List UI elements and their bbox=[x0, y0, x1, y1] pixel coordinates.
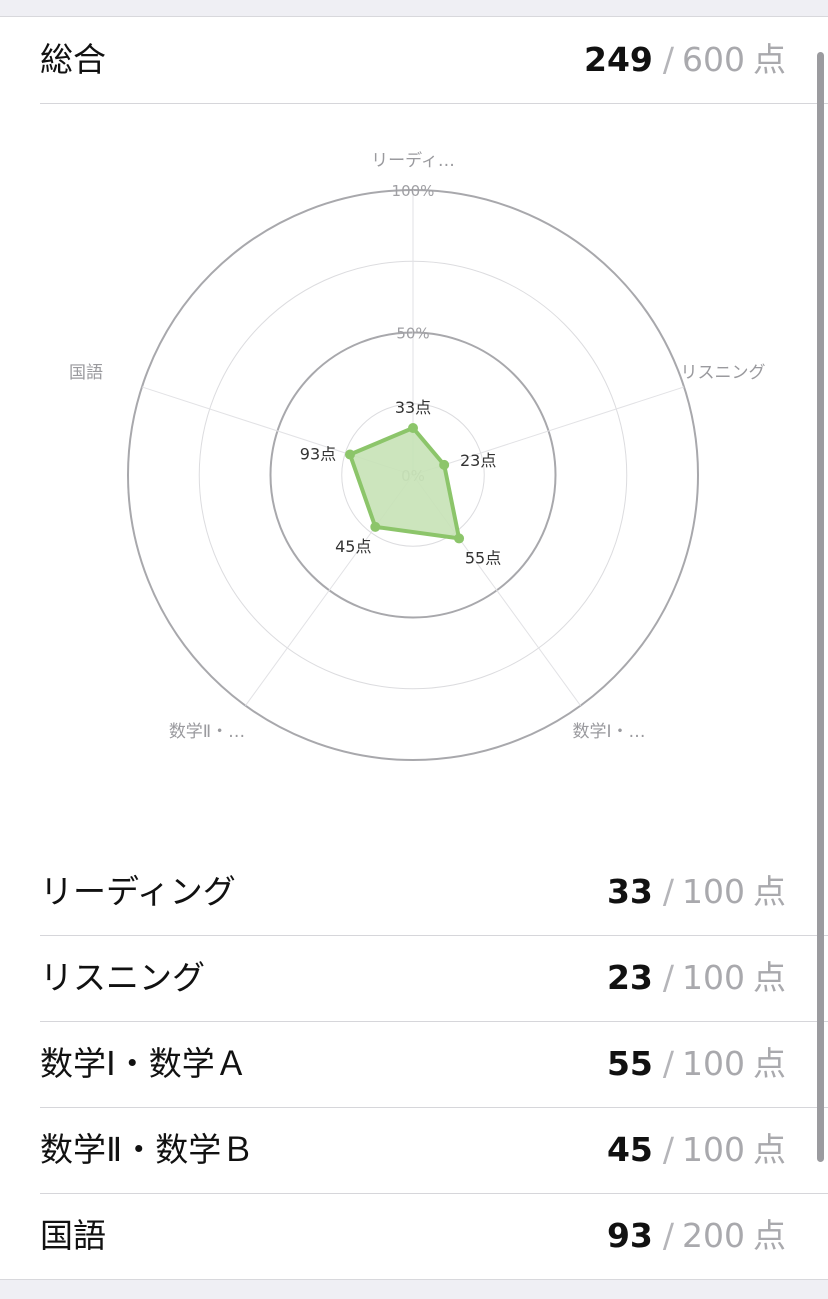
radar-data-label: 23点 bbox=[460, 451, 496, 470]
subject-label: 数学Ⅰ・数学Ａ bbox=[40, 1044, 248, 1083]
total-label: 総合 bbox=[40, 40, 106, 79]
subject-score-unit: 点 bbox=[753, 1130, 786, 1169]
subject-score-separator: / bbox=[662, 1044, 674, 1083]
radar-scale-label: 100% bbox=[392, 182, 435, 200]
total-score: 249/600 点 bbox=[584, 17, 786, 103]
subject-row-math2b[interactable]: 数学Ⅱ・数学Ｂ 45/100 点 bbox=[40, 1107, 828, 1194]
subject-row-listening[interactable]: リスニング 23/100 点 bbox=[40, 935, 828, 1022]
radar-axis-label: 数学Ⅱ・… bbox=[169, 722, 245, 742]
subject-score-max: 100 bbox=[682, 1130, 745, 1169]
total-score-max: 600 bbox=[682, 40, 745, 79]
subject-score-value: 33 bbox=[606, 872, 653, 911]
subject-row-japanese[interactable]: 国語 93/200 点 bbox=[40, 1193, 828, 1279]
radar-data-point bbox=[370, 521, 381, 532]
subject-score-separator: / bbox=[662, 1130, 674, 1169]
subject-score: 33/100 点 bbox=[607, 849, 786, 935]
subject-score-unit: 点 bbox=[753, 1216, 786, 1255]
radar-data-point bbox=[408, 422, 418, 433]
radar-data-point bbox=[439, 459, 450, 470]
subject-label: 国語 bbox=[40, 1216, 106, 1255]
subject-score-value: 23 bbox=[606, 958, 653, 997]
total-score-value: 249 bbox=[583, 40, 653, 79]
radar-data-point bbox=[454, 533, 465, 544]
total-row[interactable]: 総合 249/600 点 bbox=[40, 17, 828, 104]
radar-data-label: 33点 bbox=[395, 398, 431, 417]
subject-score-value: 45 bbox=[606, 1130, 653, 1169]
radar-chart: 100%50%0%リーディ…リスニング数学Ⅰ・…数学Ⅱ・…国語33点23点55点… bbox=[69, 150, 766, 761]
subject-score-separator: / bbox=[662, 958, 674, 997]
subject-score-value: 93 bbox=[606, 1216, 653, 1255]
subject-score-separator: / bbox=[662, 872, 674, 911]
subject-label: リーディング bbox=[40, 872, 236, 911]
subject-score-max: 100 bbox=[682, 872, 745, 911]
radar-axis-label: 国語 bbox=[69, 363, 103, 383]
subject-score-separator: / bbox=[662, 1216, 674, 1255]
subject-score-unit: 点 bbox=[753, 1044, 786, 1083]
radar-data-label: 55点 bbox=[465, 548, 501, 567]
subject-score-unit: 点 bbox=[753, 958, 786, 997]
subject-row-math1a[interactable]: 数学Ⅰ・数学Ａ 55/100 点 bbox=[40, 1021, 828, 1108]
radar-axis-label: リーディ… bbox=[371, 150, 455, 171]
subject-score-max: 100 bbox=[682, 1044, 745, 1083]
radar-data-area bbox=[347, 425, 462, 541]
subject-score-value: 55 bbox=[606, 1044, 653, 1083]
radar-scale-label: 50% bbox=[396, 325, 429, 343]
total-score-unit: 点 bbox=[753, 40, 786, 79]
radar-data-label: 93点 bbox=[300, 445, 336, 464]
subject-row-reading[interactable]: リーディング 33/100 点 bbox=[40, 849, 828, 936]
radar-axis-label: リスニング bbox=[681, 363, 766, 383]
subject-label: 数学Ⅱ・数学Ｂ bbox=[40, 1130, 255, 1169]
radar-data-point bbox=[344, 449, 355, 460]
subject-score-unit: 点 bbox=[753, 872, 786, 911]
subject-score-max: 100 bbox=[682, 958, 745, 997]
subject-score: 45/100 点 bbox=[607, 1107, 786, 1193]
total-score-separator: / bbox=[662, 40, 674, 79]
subject-score: 55/100 点 bbox=[607, 1021, 786, 1107]
radar-spoke bbox=[412, 386, 685, 476]
subject-score: 93/200 点 bbox=[607, 1193, 786, 1279]
subject-score-max: 200 bbox=[682, 1216, 745, 1255]
subject-score: 23/100 点 bbox=[607, 935, 786, 1021]
vertical-scrollbar[interactable] bbox=[817, 52, 824, 1162]
radar-data-label: 45点 bbox=[335, 537, 371, 556]
subject-label: リスニング bbox=[40, 958, 205, 997]
radar-axis-label: 数学Ⅰ・… bbox=[572, 722, 645, 742]
